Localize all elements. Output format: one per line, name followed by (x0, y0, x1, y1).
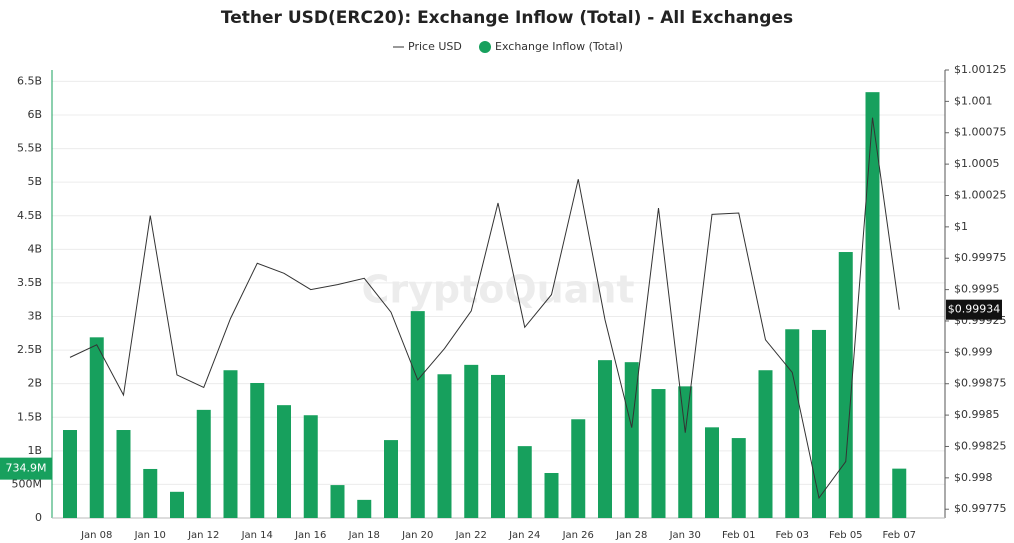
bar (357, 499, 372, 518)
y-tick-label: 3.5B (17, 276, 42, 289)
bar (785, 329, 800, 518)
chart-title: Tether USD(ERC20): Exchange Inflow (Tota… (221, 8, 793, 28)
x-tick-label: Jan 30 (669, 530, 701, 541)
bar (571, 419, 586, 518)
y2-tick-label: $1.00075 (954, 126, 1007, 139)
y-tick-label: 5.5B (17, 142, 42, 155)
y-tick-label: 0 (35, 511, 42, 524)
legend-dot (479, 41, 491, 53)
bar (865, 92, 880, 518)
bar (63, 430, 77, 518)
y-tick-label: 2B (27, 377, 42, 390)
x-tick-label: Feb 03 (775, 530, 809, 541)
x-tick-label: Jan 10 (134, 530, 166, 541)
y2-tick-label: $0.99875 (954, 377, 1007, 390)
x-tick-label: Jan 28 (615, 530, 647, 541)
y2-tick-label: $0.99825 (954, 439, 1007, 452)
bar (838, 252, 853, 518)
bar (892, 468, 907, 518)
x-tick-label: Jan 14 (241, 530, 273, 541)
y2-tick-label: $0.999 (954, 345, 993, 358)
watermark: CryptoQuant (361, 268, 634, 312)
x-tick-label: Jan 12 (187, 530, 219, 541)
y-tick-label: 2.5B (17, 343, 42, 356)
y2-tick-label: $1.0005 (954, 157, 1000, 170)
bar (651, 389, 666, 518)
bar (277, 405, 291, 518)
y-tick-label: 3B (27, 310, 42, 323)
y2-tick-label: $1.001 (954, 94, 993, 107)
x-tick-label: Jan 20 (401, 530, 433, 541)
bar (143, 468, 158, 518)
x-tick-label: Jan 26 (562, 530, 594, 541)
y-tick-label: 500M (12, 477, 43, 490)
bar (330, 485, 345, 518)
x-tick-label: Jan 18 (348, 530, 380, 541)
bar (491, 374, 505, 518)
bar (170, 491, 184, 518)
y2-tick-label: $1 (954, 220, 968, 233)
x-tick-label: Feb 05 (829, 530, 863, 541)
bar (196, 409, 211, 518)
value-badge (946, 299, 1002, 320)
y-tick-label: 4B (27, 242, 42, 255)
bar (89, 337, 104, 518)
bar (223, 370, 238, 518)
bar (250, 382, 265, 518)
bar (678, 386, 693, 518)
bar (544, 472, 559, 518)
x-tick-label: Feb 01 (722, 530, 756, 541)
bar (464, 364, 479, 518)
x-tick-label: Jan 16 (294, 530, 326, 541)
bar (384, 440, 398, 518)
y2-tick-label: $0.998 (954, 471, 993, 484)
y-tick-label: 6B (27, 108, 42, 121)
bar (731, 438, 746, 518)
y2-tick-label: $0.9985 (954, 408, 1000, 421)
y-tick-label: 5B (27, 175, 42, 188)
bar (410, 311, 425, 518)
bar (598, 360, 612, 518)
bar (705, 427, 719, 518)
value-badge (0, 457, 52, 480)
price-line (69, 117, 900, 500)
bar (812, 329, 826, 518)
y2-tick-label: $0.99775 (954, 502, 1007, 515)
bar (437, 374, 452, 518)
bar (758, 370, 773, 518)
bar (116, 430, 131, 518)
bar (303, 415, 318, 518)
x-tick-label: Feb 07 (882, 530, 916, 541)
x-tick-label: Jan 24 (508, 530, 540, 541)
legend-label: Price USD (408, 40, 462, 53)
y2-tick-label: $1.00025 (954, 188, 1007, 201)
y2-tick-label: $1.00125 (954, 63, 1007, 76)
x-tick-label: Jan 22 (455, 530, 487, 541)
y-tick-label: 4.5B (17, 209, 42, 222)
y2-tick-label: $0.99975 (954, 251, 1007, 264)
value-label: 734.9M (6, 462, 47, 475)
x-tick-label: Jan 08 (80, 530, 112, 541)
value-label: $0.99934 (948, 303, 1001, 316)
y-tick-label: 1.5B (17, 410, 42, 423)
y-tick-label: 6.5B (17, 74, 42, 87)
y2-tick-label: $0.9995 (954, 283, 1000, 296)
y-tick-label: 1B (27, 444, 42, 457)
legend-label: Exchange Inflow (Total) (495, 40, 623, 53)
legend: Price USD Exchange Inflow (Total) (393, 40, 623, 53)
bar (517, 446, 532, 518)
